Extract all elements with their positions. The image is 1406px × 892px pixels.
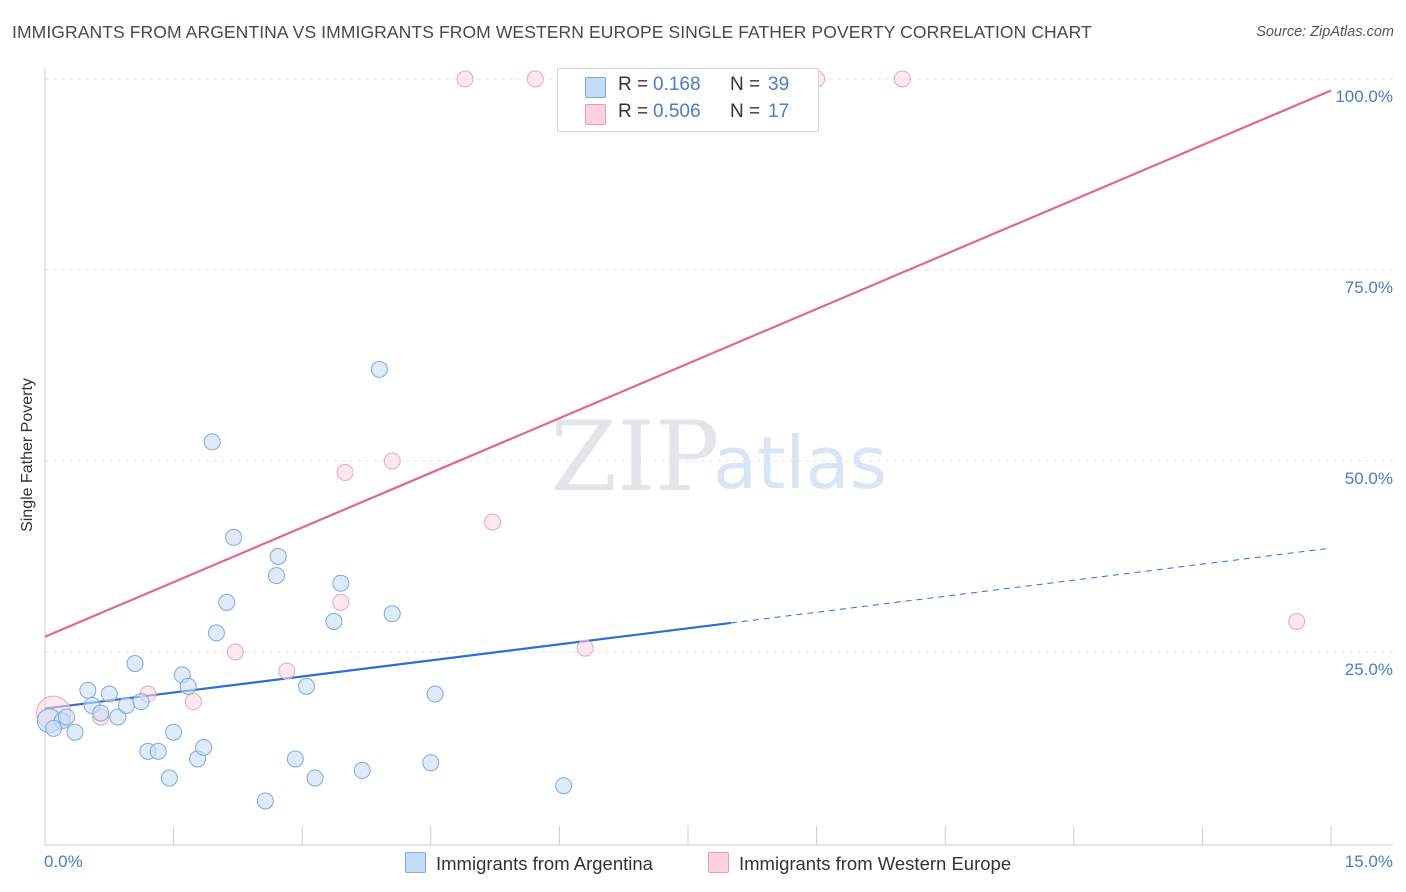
data-point-western-europe: [484, 513, 502, 531]
legend-label: Immigrants from Argentina: [436, 853, 653, 874]
y-tick-label: 25.0%: [1344, 660, 1393, 679]
data-point-argentina: [267, 567, 285, 585]
trend-line-western-europe: [44, 89, 1332, 638]
watermark: ZIP atlas: [550, 401, 887, 513]
n-label: N =: [730, 74, 761, 95]
stats-swatch-pink: [585, 104, 606, 125]
data-point-argentina: [555, 777, 573, 795]
data-point-western-europe: [278, 662, 296, 680]
data-point-western-europe: [336, 463, 354, 481]
data-point-argentina: [100, 685, 118, 703]
n-label: N =: [730, 101, 761, 122]
legend-item-western-europe[interactable]: Immigrants from Western Europe: [708, 852, 1011, 875]
data-point-argentina: [207, 624, 225, 642]
data-point-argentina: [109, 708, 127, 726]
data-point-argentina: [218, 593, 236, 611]
data-point-argentina: [297, 677, 315, 695]
data-point-argentina: [383, 605, 401, 623]
x-tick-label: 0.0%: [44, 852, 83, 871]
r-label: R =: [618, 74, 649, 95]
data-point-argentina: [195, 739, 213, 756]
data-point-western-europe: [576, 639, 594, 657]
data-point-argentina: [165, 723, 183, 741]
legend-swatch-pink: [708, 852, 729, 873]
data-point-argentina: [332, 574, 350, 592]
data-point-argentina: [179, 677, 197, 695]
data-point-argentina: [126, 654, 144, 672]
data-point-argentina: [325, 612, 343, 630]
data-point-argentina: [286, 750, 304, 768]
legend-label: Immigrants from Western Europe: [739, 853, 1012, 874]
data-point-western-europe: [226, 643, 244, 661]
r-value: 0.506: [653, 101, 701, 122]
y-tick-label: 100.0%: [1335, 87, 1393, 106]
data-point-argentina: [117, 696, 135, 714]
data-point-argentina: [45, 719, 63, 737]
y-tick-label: 75.0%: [1344, 278, 1393, 297]
data-point-argentina: [370, 360, 388, 378]
chart-title: IMMIGRANTS FROM ARGENTINA VS IMMIGRANTS …: [12, 22, 1092, 42]
trend-line-argentina: [44, 621, 732, 710]
legend-item-argentina[interactable]: Immigrants from Argentina: [405, 852, 653, 875]
watermark-zip: ZIP: [550, 401, 719, 513]
stats-row-argentina: R = 0.168 N = 39: [558, 74, 818, 100]
data-points: [36, 70, 1306, 810]
r-label: R =: [618, 101, 649, 122]
data-point-western-europe: [893, 70, 911, 88]
r-value: 0.168: [653, 74, 701, 95]
data-point-argentina: [203, 433, 221, 451]
data-point-argentina: [306, 769, 324, 787]
legend-swatch-blue: [405, 852, 426, 873]
watermark-atlas: atlas: [713, 421, 887, 505]
data-point-argentina: [422, 754, 440, 772]
x-tick-label: 15.0%: [1344, 852, 1393, 871]
stats-box: R = 0.168 N = 39 R = 0.506 N = 17: [557, 68, 819, 132]
trend-lines: [44, 89, 1332, 710]
data-point-argentina: [57, 708, 75, 726]
n-value: 17: [768, 101, 790, 122]
data-point-argentina: [149, 742, 167, 760]
data-point-western-europe: [383, 452, 401, 470]
stats-row-western-europe: R = 0.506 N = 17: [558, 101, 818, 127]
data-point-argentina: [79, 681, 97, 699]
trend-line-argentina-extension: [730, 547, 1332, 624]
y-tick-label: 50.0%: [1344, 469, 1393, 488]
source-label: Source: ZipAtlas.com: [1256, 24, 1394, 40]
data-point-western-europe: [184, 693, 202, 711]
axes: [44, 68, 1393, 846]
data-point-argentina: [160, 769, 178, 787]
data-point-western-europe: [332, 593, 350, 611]
data-point-argentina: [353, 761, 371, 779]
gridlines: [45, 78, 1393, 653]
data-point-argentina: [225, 528, 243, 546]
data-point-argentina: [92, 704, 110, 722]
data-point-argentina: [256, 792, 274, 810]
data-point-argentina: [66, 723, 84, 741]
data-point-argentina: [269, 548, 287, 565]
data-point-argentina: [426, 685, 444, 703]
data-point-argentina: [132, 693, 150, 711]
data-point-western-europe: [456, 70, 474, 88]
data-point-western-europe: [1288, 612, 1306, 630]
data-point-western-europe: [526, 70, 544, 88]
n-value: 39: [768, 74, 790, 95]
stats-swatch-blue: [585, 77, 606, 98]
